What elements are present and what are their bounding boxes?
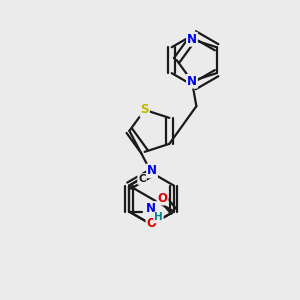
Text: O: O	[146, 217, 157, 230]
Text: N: N	[187, 33, 197, 46]
Text: O: O	[158, 191, 168, 205]
Text: N: N	[147, 164, 157, 177]
Text: S: S	[140, 103, 149, 116]
Text: N: N	[187, 75, 197, 88]
Text: H: H	[154, 212, 163, 222]
Text: C: C	[138, 174, 146, 184]
Text: N: N	[146, 202, 156, 215]
